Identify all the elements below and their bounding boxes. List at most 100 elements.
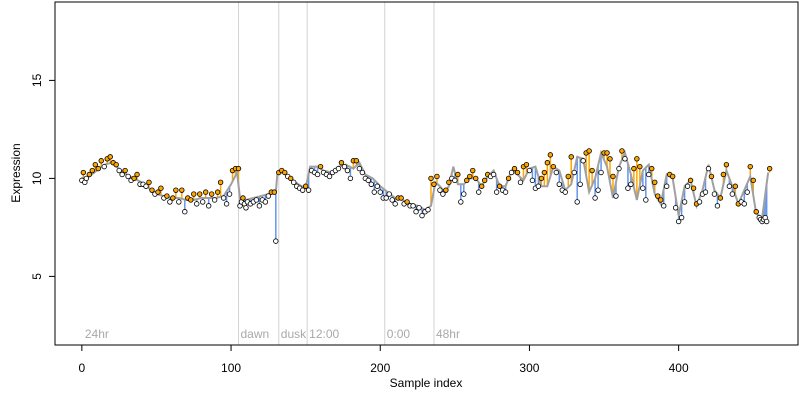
- data-point: [291, 179, 297, 186]
- data-point: [595, 187, 601, 193]
- data-point: [511, 165, 518, 172]
- data-point: [625, 185, 631, 191]
- data-point: [173, 187, 179, 193]
- data-point: [262, 199, 269, 205]
- data-point: [437, 187, 443, 193]
- data-point: [356, 165, 363, 172]
- data-point: [598, 169, 604, 176]
- x-tick-label: 0: [79, 361, 86, 375]
- data-point: [643, 197, 649, 203]
- data-point: [458, 199, 464, 205]
- data-point: [577, 181, 583, 187]
- data-point: [326, 173, 333, 180]
- data-point: [589, 167, 595, 174]
- data-point: [646, 171, 652, 178]
- data-point: [125, 173, 131, 180]
- data-point: [672, 205, 679, 211]
- x-axis-label: Sample index: [390, 376, 463, 390]
- data-point: [523, 161, 530, 168]
- data-point: [143, 183, 149, 189]
- data-point: [613, 193, 619, 199]
- data-point: [83, 175, 90, 182]
- data-point: [619, 148, 625, 154]
- data-point: [365, 177, 372, 184]
- data-point: [389, 197, 395, 203]
- data-point: [440, 191, 446, 197]
- data-point: [371, 189, 377, 195]
- data-point: [368, 181, 374, 187]
- data-point: [386, 191, 392, 197]
- data-point: [170, 195, 176, 201]
- data-point: [446, 179, 452, 186]
- data-point: [377, 189, 383, 195]
- data-point: [631, 165, 637, 172]
- data-point: [317, 163, 324, 170]
- x-axis: 0 100 200 300 400: [79, 344, 689, 375]
- data-point: [86, 171, 93, 178]
- y-tick-label: 5: [30, 273, 44, 280]
- data-point: [496, 183, 503, 189]
- data-point: [208, 191, 215, 197]
- segment-label: 0:00: [387, 327, 411, 341]
- y-axis: 5 10 15: [30, 73, 56, 280]
- data-point: [723, 161, 730, 168]
- data-point: [714, 203, 721, 209]
- data-point: [428, 175, 434, 182]
- data-point: [419, 212, 425, 219]
- data-point: [675, 218, 682, 225]
- segment-labels: 24hr dawn dusk 12:00 0:00 48hr: [85, 327, 460, 341]
- data-point: [134, 171, 140, 178]
- data-point: [502, 189, 509, 195]
- x-tick-label: 300: [519, 361, 539, 375]
- data-point: [726, 183, 733, 189]
- data-point: [253, 197, 260, 203]
- data-point: [664, 183, 670, 189]
- data-point: [335, 165, 342, 172]
- data-point: [398, 195, 404, 201]
- data-point: [553, 169, 560, 176]
- data-point: [299, 187, 306, 193]
- data-point: [547, 152, 554, 158]
- data-point: [98, 158, 104, 164]
- data-point: [273, 238, 279, 244]
- data-point: [265, 193, 272, 199]
- data-point: [101, 163, 107, 170]
- data-point: [359, 169, 366, 176]
- data-point: [404, 199, 410, 205]
- data-point: [592, 195, 598, 201]
- data-point: [288, 175, 294, 182]
- data-point: [508, 169, 515, 176]
- data-point: [747, 163, 753, 170]
- data-point: [217, 179, 224, 186]
- data-point: [235, 165, 242, 172]
- data-point: [176, 199, 182, 205]
- data-point: [338, 160, 345, 166]
- data-point: [556, 181, 562, 187]
- data-point: [223, 201, 230, 207]
- data-point: [616, 165, 622, 172]
- y-tick-label: 10: [30, 171, 44, 185]
- data-point: [678, 214, 685, 221]
- data-point: [149, 187, 155, 193]
- data-point: [107, 154, 113, 160]
- data-point: [182, 209, 188, 215]
- data-point: [443, 187, 449, 193]
- residual-lines: [81, 150, 771, 242]
- data-point: [652, 179, 658, 186]
- data-point: [431, 181, 437, 187]
- data-point: [282, 169, 288, 176]
- data-point: [374, 183, 380, 189]
- data-point: [455, 171, 461, 178]
- data-point: [684, 183, 691, 189]
- data-point: [461, 191, 467, 197]
- data-point: [410, 203, 416, 209]
- data-point: [574, 199, 580, 205]
- data-point: [490, 171, 497, 178]
- data-point: [681, 199, 688, 205]
- data-point: [155, 189, 161, 195]
- data-points: [79, 148, 773, 244]
- data-point: [517, 179, 524, 186]
- data-point: [302, 183, 309, 189]
- data-point: [649, 165, 655, 172]
